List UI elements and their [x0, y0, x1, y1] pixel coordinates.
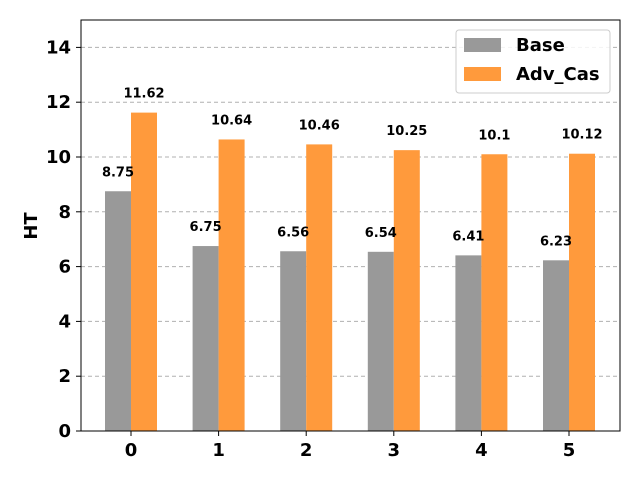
bar-base-2 — [280, 251, 307, 431]
x-tick-label: 4 — [475, 440, 488, 461]
bar-adv-cas-2 — [306, 144, 333, 431]
bars — [105, 112, 595, 432]
data-label: 10.64 — [211, 113, 252, 128]
legend-label: Base — [516, 35, 565, 56]
y-axis-label: HT — [21, 212, 42, 240]
data-label: 10.25 — [386, 124, 427, 139]
bar-base-4 — [455, 255, 482, 431]
data-label: 8.75 — [102, 165, 134, 180]
bar-base-0 — [105, 191, 131, 431]
x-axis-ticks: 0 1 2 3 4 5 — [125, 431, 576, 461]
y-tick-label: 6 — [58, 257, 71, 278]
y-tick-label: 8 — [58, 202, 71, 223]
legend-label: Adv_Cas — [516, 64, 600, 85]
data-label: 6.54 — [365, 226, 397, 241]
bar-adv-cas-3 — [393, 150, 420, 431]
x-tick-label: 1 — [212, 440, 225, 461]
bar-adv-cas-1 — [218, 139, 245, 432]
data-label: 6.23 — [540, 234, 572, 249]
data-label: 6.75 — [190, 220, 222, 235]
y-tick-label: 10 — [46, 147, 71, 168]
x-tick-label: 0 — [125, 440, 138, 461]
x-tick-label: 2 — [300, 440, 313, 461]
data-label: 6.41 — [452, 229, 484, 244]
data-label: 6.56 — [277, 225, 309, 240]
data-label: 10.1 — [478, 128, 510, 143]
data-label: 11.62 — [123, 87, 164, 102]
plot-frame — [80, 19, 621, 432]
bar-base-1 — [192, 246, 219, 431]
data-label: 10.46 — [299, 118, 340, 133]
data-label: 10.12 — [561, 128, 602, 143]
y-tick-label: 2 — [58, 366, 71, 387]
y-tick-label: 4 — [58, 311, 71, 332]
bar-base-3 — [367, 251, 394, 431]
bar-base-5 — [543, 260, 569, 431]
bar-adv-cas-5 — [569, 153, 595, 431]
x-tick-label: 3 — [388, 440, 401, 461]
y-tick-label: 12 — [46, 92, 71, 113]
data-labels: 8.75 6.75 6.56 6.54 6.41 6.23 11.62 10.64 10.46 1… — [102, 87, 603, 250]
y-tick-label: 14 — [46, 37, 71, 58]
x-tick-label: 5 — [563, 440, 576, 461]
y-axis-ticks: 0 2 4 6 8 10 12 14 — [46, 37, 81, 442]
bar-adv-cas-0 — [131, 112, 157, 431]
y-tick-label: 0 — [58, 421, 71, 442]
legend: Base Adv_Cas — [455, 29, 611, 94]
legend-swatch — [464, 67, 501, 81]
bar-adv-cas-4 — [481, 154, 508, 431]
legend-swatch — [464, 38, 501, 52]
